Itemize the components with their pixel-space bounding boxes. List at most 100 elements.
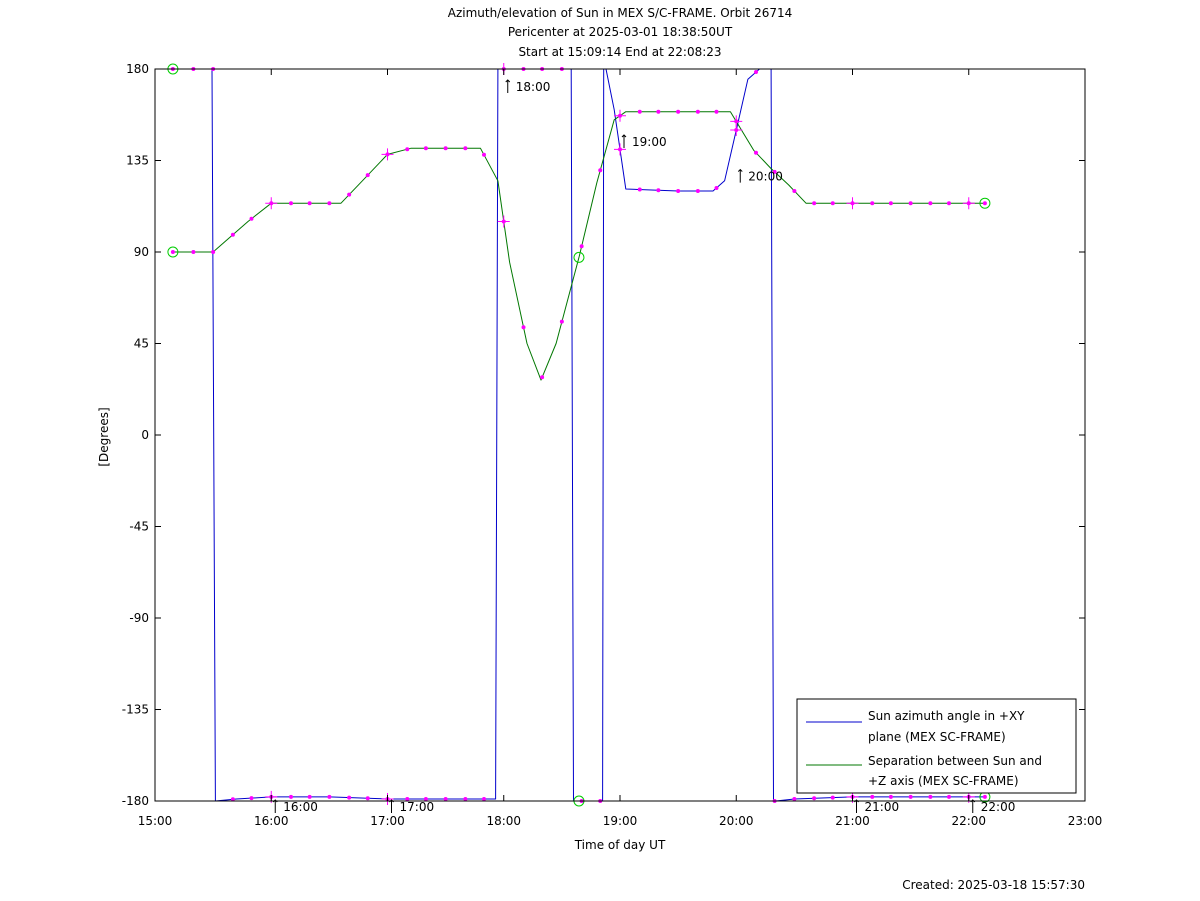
sample-marker-1-1	[191, 250, 196, 254]
x-tick-label-0: 15:00	[138, 814, 173, 828]
y-tick-label-1: 135	[126, 154, 149, 168]
sample-marker-1-8	[327, 201, 332, 206]
y-tick-label-5: -45	[129, 520, 149, 534]
annotation-label-1: 17:00	[400, 800, 435, 814]
sample-marker-0-4	[249, 796, 254, 801]
sample-marker-0-9	[347, 795, 352, 800]
marker-layer	[167, 63, 991, 807]
x-tick-label-5: 20:00	[719, 814, 754, 828]
sample-marker-1-38	[908, 201, 913, 206]
sample-marker-1-26	[676, 109, 681, 114]
sample-marker-0-24	[637, 187, 642, 192]
annotation-label-2: 18:00	[516, 80, 551, 94]
y-axis: 180 135 90 45 0 -45 -90 -135 -180	[122, 62, 1085, 808]
chart-title: Azimuth/elevation of Sun in MEX S/C-FRAM…	[448, 6, 793, 59]
sample-marker-0-37	[888, 794, 893, 799]
series-line-1	[172, 111, 985, 381]
y-tick-label-8: -180	[122, 794, 149, 808]
series-layer	[172, 68, 985, 802]
x-tick-label-7: 22:00	[951, 814, 986, 828]
y-tick-label-0: 180	[126, 62, 149, 76]
x-tick-label-1: 16:00	[254, 814, 289, 828]
annotation-arrow-3	[621, 134, 627, 148]
sample-marker-1-33	[812, 201, 817, 206]
annotation-label-4: 20:00	[748, 170, 783, 184]
x-axis-label: Time of day UT	[574, 838, 666, 852]
sample-marker-1-9	[347, 192, 352, 197]
title-line-3: Start at 15:09:14 End at 22:08:23	[518, 45, 721, 59]
annotation-label-6: 22:00	[981, 800, 1016, 814]
sample-marker-1-27	[695, 109, 700, 114]
created-footer: Created: 2025-03-18 15:57:30	[902, 878, 1085, 892]
hour-marker-0-3	[614, 143, 626, 156]
legend-label-separation-line-1: Separation between Sun and	[868, 754, 1042, 768]
sample-marker-0-40	[946, 794, 951, 799]
annotation-label-0: 16:00	[283, 800, 318, 814]
sample-marker-0-6	[289, 794, 294, 799]
sample-marker-1-37	[888, 201, 893, 206]
annotation-arrow-0	[272, 799, 278, 813]
sample-marker-1-36	[870, 201, 875, 206]
y-tick-label-4: 0	[141, 428, 149, 442]
sample-marker-0-15	[463, 796, 468, 801]
sample-marker-1-24	[637, 109, 642, 114]
sample-marker-1-6	[289, 201, 294, 206]
sample-marker-1-18	[521, 325, 526, 330]
y-axis-label: [Degrees]	[97, 407, 111, 466]
x-tick-label-6: 21:00	[835, 814, 870, 828]
sample-marker-1-2	[211, 250, 216, 254]
sample-marker-0-32	[792, 796, 797, 801]
sample-marker-0-8	[327, 794, 332, 799]
sample-marker-1-16	[481, 152, 486, 157]
sample-marker-1-31	[772, 169, 777, 174]
endpoint-marker-1-2	[979, 197, 991, 209]
sample-marker-1-42	[982, 201, 987, 206]
sample-marker-0-39	[928, 794, 933, 799]
sample-marker-1-20	[559, 319, 564, 324]
sample-marker-1-40	[946, 201, 951, 206]
x-axis: 15:00 16:00 17:00 18:00 19:00 20:00 21:00 22:00…	[138, 69, 1103, 828]
legend-label-azimuth-line-1: Sun azimuth angle in +XY	[868, 709, 1025, 723]
annotation-label-3: 19:00	[632, 135, 667, 149]
sample-marker-0-30	[754, 70, 759, 75]
x-tick-label-8: 23:00	[1068, 814, 1103, 828]
sample-marker-1-14	[443, 146, 448, 151]
sample-marker-0-7	[307, 794, 312, 799]
sample-marker-1-30	[754, 150, 759, 155]
sample-marker-0-36	[870, 794, 875, 799]
sample-marker-1-25	[656, 109, 661, 114]
y-tick-label-7: -135	[122, 703, 149, 717]
sample-marker-0-27	[695, 189, 700, 193]
sample-marker-1-34	[830, 201, 835, 206]
sample-marker-1-28	[714, 109, 719, 114]
sample-marker-1-13	[423, 146, 428, 151]
legend-box	[796, 698, 1077, 794]
annotation-arrow-5	[854, 799, 859, 813]
series-line-0	[172, 68, 985, 802]
legend-label-azimuth-line-2: plane (MEX SC-FRAME)	[868, 730, 1006, 744]
hour-marker-1-4	[730, 115, 743, 128]
annotation-arrow-4	[737, 168, 743, 183]
sample-marker-0-38	[908, 794, 913, 799]
sample-marker-1-10	[365, 173, 370, 178]
hour-marker-1-2	[497, 215, 510, 228]
x-tick-label-3: 18:00	[486, 814, 521, 828]
hour-marker-1-0	[265, 197, 278, 210]
y-tick-label-6: -90	[129, 611, 149, 625]
sample-marker-0-28	[714, 185, 719, 190]
sample-marker-0-33	[812, 796, 817, 801]
hour-marker-1-3	[614, 109, 626, 122]
plot-frame	[154, 68, 1086, 802]
y-tick-label-3: 45	[134, 337, 149, 351]
legend: Sun azimuth angle in +XY plane (MEX SC-F…	[796, 698, 1077, 794]
endpoint-marker-1-0	[167, 246, 179, 258]
sample-marker-1-12	[405, 147, 410, 152]
sample-marker-1-21	[579, 244, 584, 249]
x-tick-label-2: 17:00	[370, 814, 405, 828]
title-line-1: Azimuth/elevation of Sun in MEX S/C-FRAM…	[448, 6, 793, 20]
sample-marker-1-32	[792, 189, 797, 193]
annotation-arrow-2	[505, 79, 511, 93]
annotation-layer: 16:00 17:00 18:00 19:00 20:00 21:00 22:00	[272, 79, 1016, 814]
x-tick-label-4: 19:00	[603, 814, 638, 828]
